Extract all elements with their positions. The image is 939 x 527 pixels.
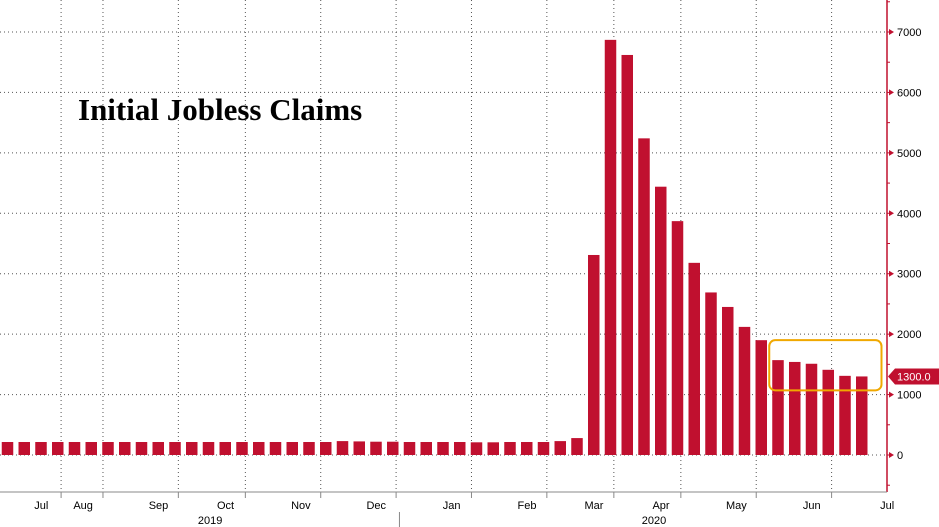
chart-title: Initial Jobless Claims: [78, 92, 363, 127]
bar: [303, 442, 315, 455]
y-tick-label: 6000: [897, 87, 921, 99]
y-tick-label: 5000: [897, 148, 921, 160]
bar: [454, 442, 466, 455]
x-tick-label: Jun: [803, 500, 821, 512]
bar: [738, 326, 751, 455]
x-tick-label: Jul: [880, 500, 894, 512]
bar: [18, 442, 30, 455]
x-tick-label: Feb: [518, 500, 537, 512]
bar: [688, 262, 700, 455]
y-tick-label: 1000: [897, 390, 921, 402]
bar: [638, 138, 650, 455]
bar: [52, 442, 64, 455]
y-tick-arrow: [889, 149, 894, 156]
bar: [755, 340, 767, 455]
bar: [571, 438, 583, 455]
bar: [102, 442, 114, 455]
bar: [119, 442, 131, 455]
bar: [671, 221, 684, 455]
x-tick-label: Oct: [217, 500, 234, 512]
bar: [336, 441, 349, 455]
y-tick-label: 3000: [897, 269, 921, 281]
x-tick-label: Mar: [585, 500, 604, 512]
year-label: 2019: [198, 515, 222, 527]
bar: [152, 442, 164, 455]
y-tick-label: 7000: [897, 27, 921, 39]
x-tick-label: Dec: [366, 500, 386, 512]
x-tick-label: Jan: [443, 500, 461, 512]
bar: [169, 442, 181, 455]
x-tick-label: Jul: [34, 500, 48, 512]
bar: [655, 186, 667, 455]
bar: [1, 442, 14, 455]
bar: [621, 54, 633, 455]
y-tick-arrow: [889, 29, 894, 35]
bar: [588, 254, 600, 455]
y-tick-label: 2000: [897, 329, 921, 341]
bar: [236, 442, 248, 455]
bar: [772, 360, 784, 455]
bar: [822, 369, 834, 455]
bar: [839, 375, 851, 455]
bar: [537, 442, 550, 455]
bar: [186, 442, 198, 455]
bar: [705, 292, 717, 455]
x-axis: Jul Aug Sep Oct Nov Dec Jan Feb Mar Apr May Jun Jul 2…: [0, 491, 894, 527]
x-tick-label: Nov: [291, 500, 311, 512]
bar: [202, 442, 215, 455]
x-tick-label: Aug: [73, 500, 93, 512]
bar: [470, 442, 483, 455]
gridlines: [0, 0, 887, 492]
y-tick-label: 4000: [897, 208, 921, 220]
y-axis: 0 1000 2000 3000 4000 5000 6000 7000: [886, 0, 921, 492]
bar: [420, 442, 432, 455]
bars: [1, 39, 868, 455]
y-tick-arrow: [889, 452, 894, 458]
y-tick-arrow: [889, 270, 894, 277]
bar: [387, 441, 399, 455]
y-tick-label: 0: [897, 450, 903, 462]
bar: [487, 442, 499, 455]
annotations: 1300.0: [768, 339, 939, 392]
x-tick-label: Sep: [149, 500, 169, 512]
bar: [722, 306, 734, 455]
y-tick-arrow: [889, 391, 894, 398]
last-value-badge: [888, 368, 939, 385]
bar: [856, 376, 868, 455]
bar: [403, 442, 416, 455]
bar: [269, 442, 282, 455]
bar: [320, 442, 332, 455]
bar: [370, 441, 382, 455]
bar: [789, 361, 801, 455]
year-label: 2020: [642, 515, 666, 527]
bar: [219, 442, 231, 455]
y-tick-arrow: [889, 331, 894, 338]
bar: [253, 442, 265, 455]
y-tick-arrow: [889, 89, 894, 96]
last-value-label: 1300.0: [897, 371, 931, 383]
bar: [35, 442, 47, 455]
bar: [135, 442, 148, 455]
bar: [353, 441, 365, 455]
x-tick-label: Apr: [652, 500, 669, 512]
bar: [437, 442, 449, 455]
bar: [604, 39, 617, 455]
bar: [85, 442, 97, 455]
bar: [805, 363, 818, 455]
bar: [521, 442, 533, 455]
x-tick-label: May: [726, 500, 747, 512]
bar: [504, 442, 516, 455]
bar: [286, 442, 298, 455]
y-tick-arrow: [889, 210, 894, 217]
highlight-box: [768, 339, 883, 392]
bar: [554, 441, 566, 455]
bar: [68, 442, 81, 455]
